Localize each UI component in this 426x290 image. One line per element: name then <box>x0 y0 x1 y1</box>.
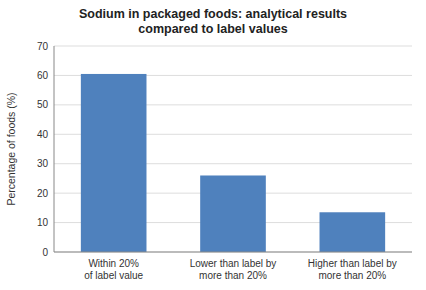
bars <box>81 74 385 252</box>
x-tick-label: Higher than label bymore than 20% <box>308 258 397 281</box>
grid <box>54 46 412 252</box>
bar <box>200 175 266 252</box>
y-axis-line <box>54 46 55 252</box>
y-tick-label: 50 <box>37 99 49 110</box>
x-tick-label: Within 20%of label value <box>84 258 143 281</box>
y-tick-label: 20 <box>37 188 49 199</box>
y-tick-label: 30 <box>37 158 49 169</box>
x-tick-label: Lower than label bymore than 20% <box>190 258 277 281</box>
bar <box>81 74 147 252</box>
y-tick-label: 40 <box>37 129 49 140</box>
y-tick-label: 70 <box>37 41 49 52</box>
grid-line <box>54 46 412 47</box>
y-tick-label: 10 <box>37 217 49 228</box>
text-line: Within 20% <box>88 258 139 269</box>
y-tick-label: 60 <box>37 70 49 81</box>
text-line: more than 20% <box>199 270 267 281</box>
chart-container: Sodium in packaged foods: analytical res… <box>0 0 426 290</box>
text-line: compared to label values <box>138 22 287 36</box>
x-axis-line <box>54 252 412 253</box>
chart-svg: Sodium in packaged foods: analytical res… <box>0 0 426 290</box>
text-line: Higher than label by <box>308 258 397 269</box>
y-tick-label: 0 <box>42 247 48 258</box>
text-line: Sodium in packaged foods: analytical res… <box>79 7 347 21</box>
grid-line <box>54 252 412 253</box>
y-axis-label: Percentage of foods (%) <box>5 92 17 205</box>
bar <box>320 212 386 252</box>
text-line: of label value <box>84 270 143 281</box>
text-line: Lower than label by <box>190 258 277 269</box>
title: Sodium in packaged foods: analytical res… <box>79 7 347 36</box>
text-line: more than 20% <box>318 270 386 281</box>
